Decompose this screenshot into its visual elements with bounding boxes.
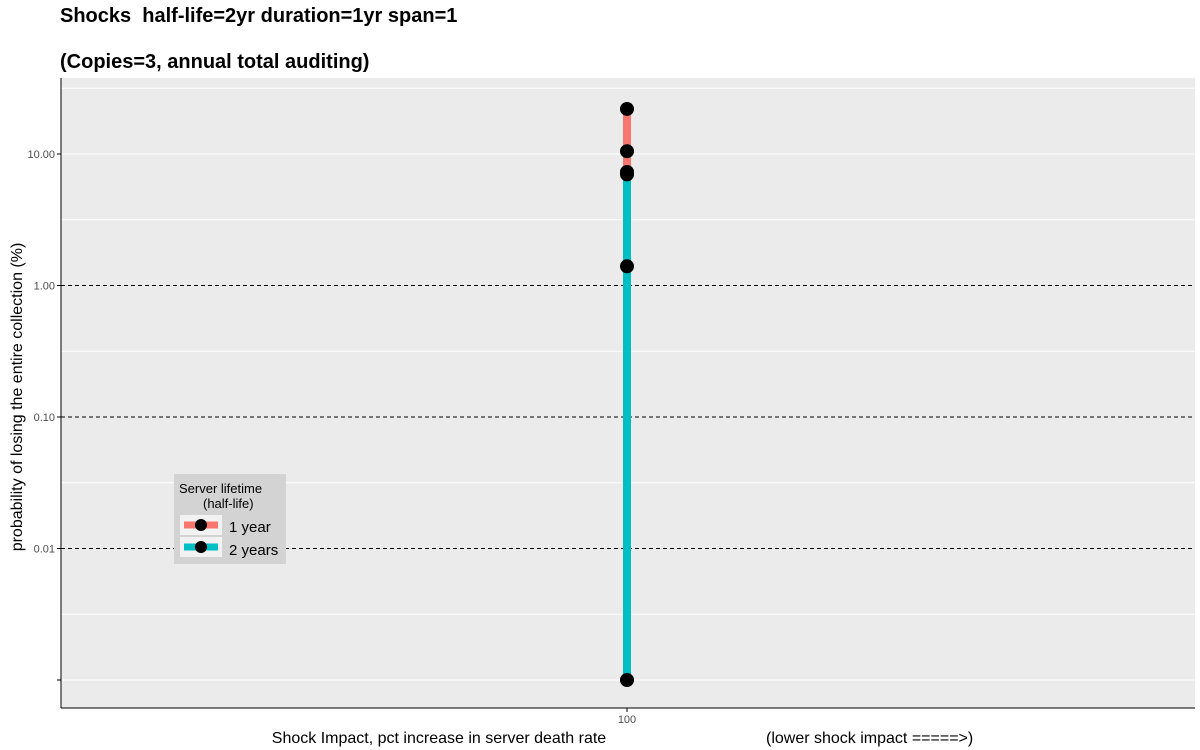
data-point-2-years xyxy=(620,164,634,179)
y-tick-label: 1.00 xyxy=(34,281,55,293)
y-ticks: 10.00 1.00 0.10 0.01 xyxy=(27,149,628,712)
data-point-1-year xyxy=(620,101,634,116)
legend-key-point-1-year xyxy=(195,519,207,531)
data-point-1-year xyxy=(620,144,634,159)
x-tick-label: 100 xyxy=(618,714,636,726)
legend-label-2-years: 2 years xyxy=(229,542,278,559)
series-layer xyxy=(620,101,634,687)
legend-label-1-year: 1 year xyxy=(229,519,271,536)
data-point-2-years xyxy=(620,259,634,274)
chart-subtitle: (Copies=3, annual total auditing) xyxy=(60,51,370,73)
y-tick-label: 10.00 xyxy=(27,149,55,161)
x-axis-note: (lower shock impact =====>) xyxy=(766,730,973,747)
y-tick-label: 0.10 xyxy=(34,412,55,424)
legend-title: Server lifetime xyxy=(179,481,262,496)
data-point-2-years xyxy=(620,673,634,687)
legend: Server lifetime (half-life) 1 year 2 yea… xyxy=(174,474,286,564)
y-tick-label: 0.01 xyxy=(34,544,55,556)
legend-key-point-2-years xyxy=(195,541,207,553)
axes xyxy=(60,78,1195,709)
x-axis-title: Shock Impact, pct increase in server dea… xyxy=(272,730,606,747)
y-axis-title: probability of losing the entire collect… xyxy=(9,243,26,552)
legend-subtitle: (half-life) xyxy=(203,496,254,511)
chart-title: Shocks half-life=2yr duration=1yr span=1 xyxy=(60,5,458,27)
